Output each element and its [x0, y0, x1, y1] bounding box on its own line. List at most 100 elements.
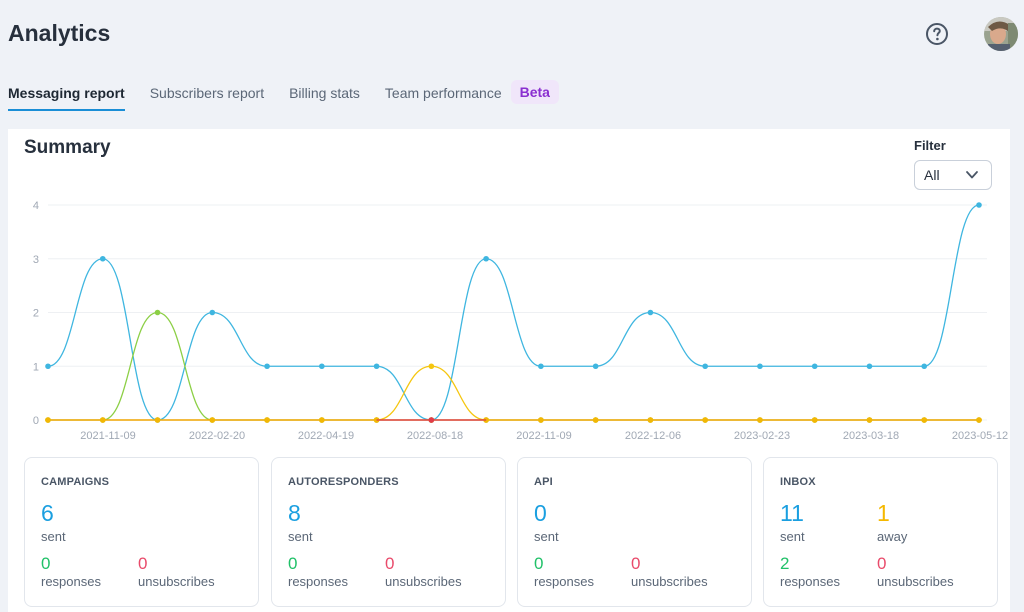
tab-team-performance[interactable]: Team performance	[384, 85, 502, 101]
stat-away-label: away	[877, 529, 908, 544]
stat-card-inbox: INBOX 11 sent 1 away 2 responses 0 unsub…	[763, 457, 998, 607]
series-point-0	[264, 363, 270, 370]
stat-responses-value: 2	[780, 554, 790, 573]
series-point-0	[702, 363, 708, 370]
series-point-red	[428, 417, 435, 423]
series-point-0	[592, 363, 599, 370]
stat-sent-value: 11	[780, 500, 804, 526]
beta-badge: Beta	[510, 80, 559, 104]
stat-unsubscribes-label: unsubscribes	[385, 574, 462, 589]
question-circle-icon[interactable]	[925, 22, 949, 46]
series-point-4	[921, 417, 928, 423]
series-point-2	[428, 363, 435, 370]
stat-responses-label: responses	[41, 574, 101, 589]
page-title: Analytics	[8, 20, 111, 46]
stat-unsubscribes-label: unsubscribes	[138, 574, 215, 589]
series-point-0	[45, 363, 51, 370]
tab-billing-stats[interactable]: Billing stats	[289, 85, 360, 101]
y-tick-label: 4	[33, 200, 39, 212]
stat-title: API	[534, 476, 553, 488]
stat-unsubscribes-value: 0	[138, 554, 148, 573]
series-point-4	[811, 417, 818, 423]
stat-sent-value: 8	[288, 500, 301, 526]
stat-unsubscribes-value: 0	[385, 554, 395, 573]
stat-away-value: 1	[877, 500, 890, 526]
stat-title: AUTORESPONDERS	[288, 476, 399, 488]
filter-value: All	[924, 167, 940, 183]
tab-messaging-report[interactable]: Messaging report	[8, 85, 125, 111]
stat-card-campaigns: CAMPAIGNS 6 sent 0 responses 0 unsubscri…	[24, 457, 259, 607]
stat-unsubscribes-label: unsubscribes	[631, 574, 708, 589]
stat-responses-value: 0	[41, 554, 51, 573]
series-point-0	[99, 255, 106, 262]
x-tick-label: 2021-11-09	[80, 430, 135, 442]
series-point-4	[647, 417, 654, 423]
user-avatar-icon	[984, 17, 1018, 51]
stat-title: INBOX	[780, 476, 816, 488]
series-point-0	[866, 363, 873, 370]
y-tick-label: 1	[33, 361, 39, 373]
stat-responses-label: responses	[534, 574, 594, 589]
series-point-0	[483, 255, 489, 262]
stat-responses-value: 0	[534, 554, 544, 573]
series-point-0	[976, 202, 982, 208]
stat-unsubscribes-value: 0	[631, 554, 641, 573]
series-point-4	[154, 417, 161, 423]
stat-responses-label: responses	[288, 574, 348, 589]
series-point-4	[319, 417, 325, 423]
stat-card-api: API 0 sent 0 responses 0 unsubscribes	[517, 457, 752, 607]
series-point-4	[45, 417, 51, 423]
stat-unsubscribes-label: unsubscribes	[877, 574, 954, 589]
x-tick-label: 2022-11-09	[516, 430, 571, 442]
x-tick-label: 2023-03-18	[843, 430, 899, 442]
summary-chart: 0 1 2 3 4 2021-11-09 2022-02-20 2022-04-19 2022-…	[33, 200, 1008, 442]
stat-sent-label: sent	[288, 529, 313, 544]
chevron-down-icon	[966, 171, 978, 179]
y-tick-label: 0	[33, 415, 39, 427]
series-point-0	[319, 363, 325, 370]
series-point-0	[811, 363, 818, 370]
series-point-4	[702, 417, 708, 423]
filter-label: Filter	[914, 138, 946, 153]
stat-sent-label: sent	[780, 529, 805, 544]
series-point-0	[209, 309, 216, 316]
stat-sent-label: sent	[534, 529, 559, 544]
stat-responses-label: responses	[780, 574, 840, 589]
stat-title: CAMPAIGNS	[41, 476, 110, 488]
series-point-0	[921, 363, 928, 370]
series-point-4	[866, 417, 873, 423]
series-point-4	[592, 417, 599, 423]
series-point-0	[373, 363, 380, 370]
series-point-4	[538, 417, 544, 423]
avatar[interactable]	[984, 17, 1018, 51]
series-point-0	[538, 363, 544, 370]
series-point-4	[757, 417, 763, 423]
report-tabs: Messaging report Subscribers report Bill…	[8, 80, 575, 114]
series-point-1	[154, 309, 161, 316]
stat-sent-label: sent	[41, 529, 66, 544]
summary-card: Summary Filter All 0 1 2 3 4 2021-11-09 2022-0…	[8, 129, 1010, 612]
x-tick-label: 2023-02-23	[734, 430, 790, 442]
y-tick-label: 2	[33, 308, 39, 320]
stat-sent-value: 6	[41, 500, 54, 526]
x-tick-label: 2022-04-19	[298, 430, 354, 442]
tab-subscribers-report[interactable]: Subscribers report	[149, 85, 265, 101]
stat-unsubscribes-value: 0	[877, 554, 887, 573]
series-point-4	[264, 417, 270, 423]
x-tick-label: 2022-12-06	[625, 430, 681, 442]
stat-responses-value: 0	[288, 554, 298, 573]
filter-select[interactable]: All	[914, 160, 992, 190]
summary-title: Summary	[24, 137, 111, 158]
series-point-4	[976, 417, 982, 423]
series-point-4	[209, 417, 216, 423]
series-point-0	[757, 363, 763, 370]
x-tick-label: 2022-08-18	[407, 430, 463, 442]
stat-sent-value: 0	[534, 500, 547, 526]
stat-card-autoresponders: AUTORESPONDERS 8 sent 0 responses 0 unsu…	[271, 457, 506, 607]
x-tick-label: 2022-02-20	[189, 430, 245, 442]
series-point-0	[647, 309, 654, 316]
y-tick-label: 3	[33, 254, 39, 266]
series-point-4	[483, 417, 489, 423]
series-point-4	[99, 417, 106, 423]
x-tick-label: 2023-05-12	[952, 430, 1008, 442]
